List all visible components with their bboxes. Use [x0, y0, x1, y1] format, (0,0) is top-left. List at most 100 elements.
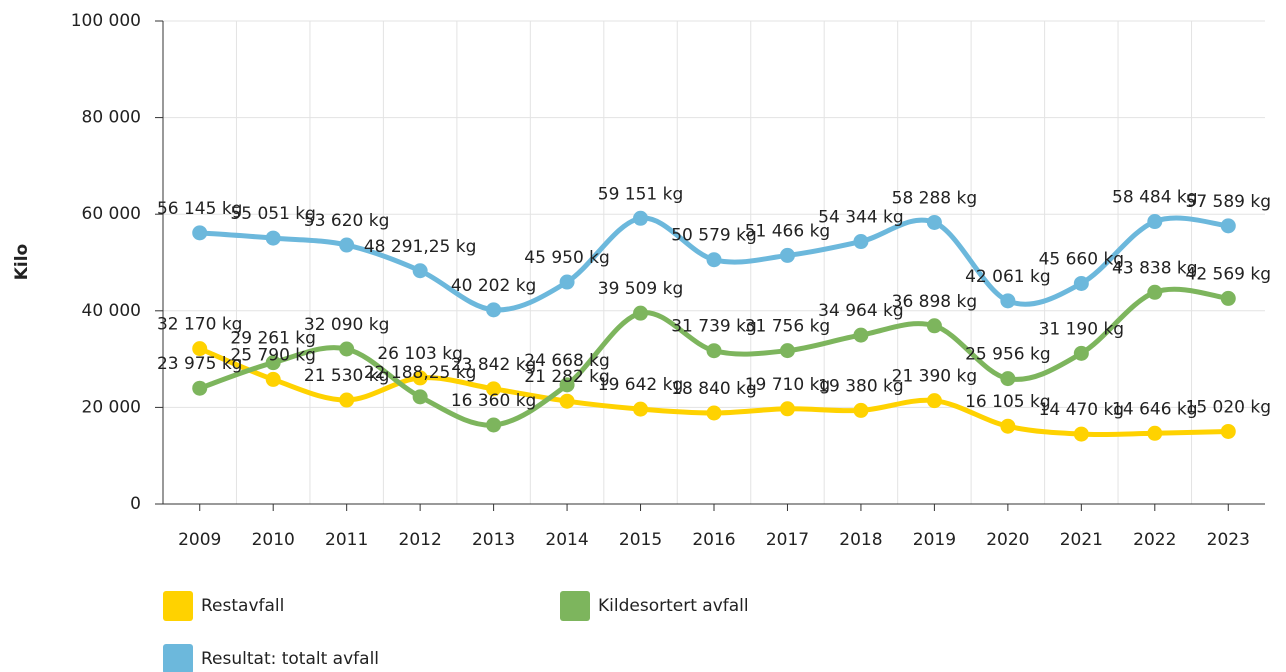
point — [192, 341, 208, 357]
x-tick-label: 2015 — [619, 530, 662, 550]
data-label: 16 105 kg — [965, 392, 1051, 412]
point — [1073, 275, 1089, 291]
data-label: 14 646 kg — [1112, 399, 1198, 419]
point — [1073, 426, 1089, 442]
point — [265, 355, 281, 371]
point — [339, 392, 355, 408]
data-label: 42 569 kg — [1186, 264, 1272, 284]
x-tick-label: 2013 — [472, 530, 515, 550]
legend-label: Resultat: totalt avfall — [201, 649, 379, 669]
point — [1000, 371, 1016, 387]
point — [633, 210, 649, 226]
point — [633, 401, 649, 417]
data-label: 19 710 kg — [745, 375, 831, 395]
data-label: 31 739 kg — [671, 317, 757, 337]
point — [926, 318, 942, 334]
point — [1147, 284, 1163, 300]
point — [779, 247, 795, 263]
data-label: 23 975 kg — [157, 354, 243, 374]
x-tick-label: 2012 — [399, 530, 442, 550]
point — [1073, 345, 1089, 361]
legend-swatch — [163, 644, 193, 672]
data-label: 56 145 kg — [157, 199, 243, 219]
y-tick-label: 100 000 — [71, 11, 141, 31]
data-label: 19 642 kg — [598, 375, 684, 395]
x-tick-label: 2021 — [1060, 530, 1103, 550]
point — [1000, 418, 1016, 434]
data-label: 18 840 kg — [671, 379, 757, 399]
data-label: 51 466 kg — [745, 221, 831, 241]
y-axis-label: Kilo — [12, 244, 32, 281]
point — [633, 305, 649, 321]
x-tick-label: 2010 — [252, 530, 295, 550]
x-tick-label: 2019 — [913, 530, 956, 550]
point — [412, 389, 428, 405]
y-tick-label: 0 — [130, 494, 141, 514]
point — [779, 343, 795, 359]
data-label: 22 188,25 kg — [364, 363, 477, 383]
data-label: 24 668 kg — [524, 351, 610, 371]
point — [265, 230, 281, 246]
point — [486, 302, 502, 318]
data-label: 55 051 kg — [230, 204, 316, 224]
data-label: 34 964 kg — [818, 301, 904, 321]
x-tick-label: 2011 — [325, 530, 368, 550]
data-label: 31 190 kg — [1039, 319, 1125, 339]
x-tick-label: 2014 — [545, 530, 588, 550]
point — [926, 214, 942, 230]
x-tick-label: 2020 — [986, 530, 1029, 550]
data-label: 42 061 kg — [965, 267, 1051, 287]
legend-label: Kildesortert avfall — [598, 596, 749, 616]
data-label: 32 170 kg — [157, 315, 243, 335]
point — [1147, 425, 1163, 441]
data-label: 45 660 kg — [1039, 249, 1125, 269]
data-label: 54 344 kg — [818, 208, 904, 228]
data-label: 23 842 kg — [451, 355, 537, 375]
x-tick-label: 2023 — [1207, 530, 1250, 550]
point — [339, 341, 355, 357]
y-tick-label: 20 000 — [82, 397, 141, 417]
data-label: 50 579 kg — [671, 226, 757, 246]
point — [412, 370, 428, 386]
point — [926, 393, 942, 409]
data-label: 39 509 kg — [598, 279, 684, 299]
data-label: 58 288 kg — [892, 188, 978, 208]
data-label: 57 589 kg — [1186, 192, 1272, 212]
data-label: 58 484 kg — [1112, 188, 1198, 208]
point — [412, 263, 428, 279]
data-label: 45 950 kg — [524, 248, 610, 268]
x-tick-label: 2017 — [766, 530, 809, 550]
data-label: 16 360 kg — [451, 391, 537, 411]
point — [1220, 423, 1236, 439]
point — [706, 405, 722, 421]
point — [853, 327, 869, 343]
x-tick-label: 2009 — [178, 530, 221, 550]
data-label: 21 530 kg — [304, 366, 390, 386]
data-label: 43 838 kg — [1112, 258, 1198, 278]
y-tick-label: 80 000 — [82, 108, 141, 128]
point — [853, 402, 869, 418]
point — [339, 237, 355, 253]
data-label: 29 261 kg — [230, 329, 316, 349]
point — [559, 377, 575, 393]
data-label: 21 390 kg — [892, 367, 978, 387]
x-tick-label: 2022 — [1133, 530, 1176, 550]
data-label: 48 291,25 kg — [364, 237, 477, 257]
x-tick-label: 2018 — [839, 530, 882, 550]
data-label: 26 103 kg — [377, 344, 463, 364]
data-label: 32 090 kg — [304, 315, 390, 335]
point — [486, 417, 502, 433]
y-tick-label: 60 000 — [82, 204, 141, 224]
data-label: 25 956 kg — [965, 345, 1051, 365]
point — [559, 274, 575, 290]
data-label: 31 756 kg — [745, 317, 831, 337]
data-label: 25 790 kg — [230, 345, 316, 365]
legend-label: Restavfall — [201, 596, 284, 616]
point — [1147, 214, 1163, 230]
point — [192, 380, 208, 396]
legend-swatch — [560, 591, 590, 621]
point — [1220, 218, 1236, 234]
data-label: 15 020 kg — [1186, 397, 1272, 417]
legend-swatch — [163, 591, 193, 621]
